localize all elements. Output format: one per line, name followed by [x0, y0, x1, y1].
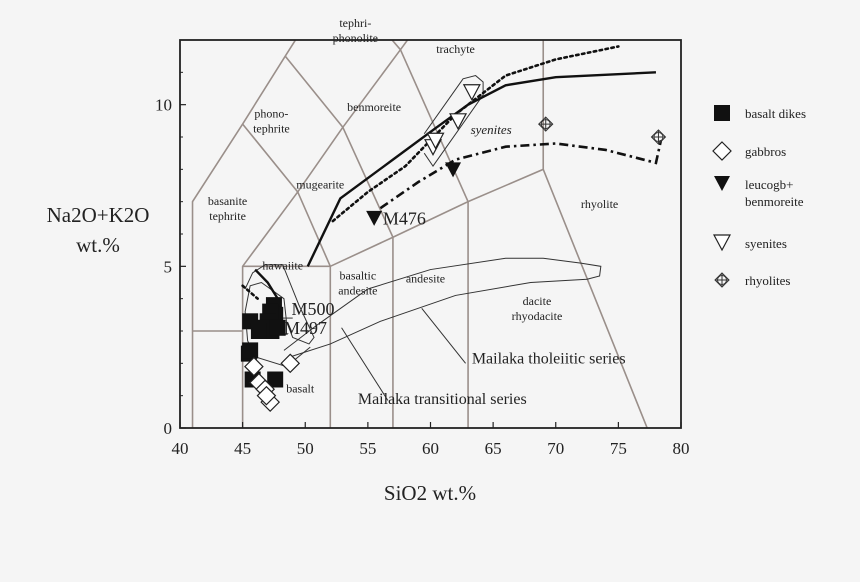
point-leucogb- — [445, 162, 462, 178]
trend-line-dotted — [241, 284, 259, 300]
tholeiitic-series-outline — [283, 257, 602, 358]
legend-label: benmoreite — [745, 194, 804, 209]
annotation-label: M497 — [284, 318, 327, 338]
trend-line-dashdot — [379, 139, 663, 210]
field-boundary-line — [297, 191, 332, 267]
point-basalt-dikes — [242, 342, 259, 359]
point-syenites — [462, 84, 481, 102]
legend-label: basalt dikes — [745, 106, 806, 121]
syenite-field-outline — [423, 75, 484, 167]
legend-marker — [714, 105, 730, 121]
field-label: basaltic — [340, 268, 377, 282]
field-label: benmoreite — [347, 100, 401, 114]
point-syenites — [426, 132, 445, 150]
point-basalt-dikes — [269, 319, 286, 336]
point-rhyolites — [538, 116, 554, 132]
legend-item: leucogb+ benmoreite — [714, 176, 804, 209]
legend-label: rhyolites — [745, 273, 791, 288]
field-boundary-line — [329, 168, 648, 428]
trend-line-dotted — [331, 45, 620, 223]
point-leucogb- — [366, 210, 383, 226]
legend-marker — [712, 141, 732, 161]
point-gabbros — [244, 356, 264, 377]
x-tick-label: 60 — [422, 439, 439, 458]
y-tick-label: 5 — [164, 257, 173, 276]
x-tick-label: 55 — [359, 439, 376, 458]
leader-line — [341, 327, 389, 401]
trend-line-solid — [254, 268, 279, 300]
y-axis-label-unit: wt.% — [76, 233, 120, 257]
field-boundary-line — [284, 55, 344, 128]
legend-label: leucogb+ — [745, 177, 793, 192]
y-tick-label: 10 — [155, 96, 172, 115]
x-tick-label: 50 — [297, 439, 314, 458]
field-label: trachyte — [436, 42, 475, 56]
y-tick-label: 0 — [164, 419, 173, 438]
annotation-label: Mailaka transitional series — [358, 391, 527, 408]
legend-item: basalt dikes — [714, 105, 806, 121]
point-syenites — [449, 113, 468, 131]
annotation-label: syenites — [471, 122, 512, 137]
field-label: hawaiite — [262, 259, 303, 273]
annotation-label: M476 — [383, 208, 426, 228]
legend-item: syenites — [713, 234, 787, 252]
cross — [715, 273, 729, 287]
data-points — [240, 84, 667, 412]
x-tick-label: 65 — [485, 439, 502, 458]
legend-marker — [714, 272, 730, 288]
point-rhyolites — [650, 129, 667, 145]
cross — [538, 117, 553, 132]
annotation-label: M500 — [291, 299, 334, 319]
field-label: phonolite — [333, 31, 378, 45]
legend-marker — [714, 176, 730, 191]
field-labels: tephri-phonolite trachyte phono-tephrite be… — [208, 16, 626, 408]
field-label: tephrite — [209, 209, 246, 223]
field-label: tephri- — [339, 16, 371, 30]
y-axis-label: Na2O+K2O — [47, 203, 150, 227]
legend: basalt dikes gabbros leucogb+ benmoreite sye… — [712, 105, 806, 288]
axes: SiO2 wt.% Na2O+K2O wt.% 40 45 50 55 60 65 70 75… — [47, 39, 690, 505]
annotation-label: Mailaka tholeiitic series — [472, 350, 626, 367]
x-tick-label: 45 — [234, 439, 251, 458]
x-tick-label: 70 — [547, 439, 564, 458]
field-boundary-line — [399, 49, 469, 202]
x-tick-label: 80 — [673, 439, 690, 458]
field-label: basanite — [208, 194, 247, 208]
field-label: rhyodacite — [512, 309, 563, 323]
field-boundaries — [191, 40, 648, 428]
field-label: phono- — [254, 107, 288, 121]
point-basalt-dikes — [250, 323, 267, 339]
legend-marker — [713, 234, 731, 252]
x-tick-label: 40 — [172, 439, 189, 458]
field-label: basalt — [286, 381, 315, 395]
field-label: tephrite — [253, 122, 290, 136]
field-label: andesite — [338, 283, 377, 297]
field-label: mugearite — [296, 178, 344, 192]
field-label: andesite — [406, 272, 445, 286]
x-tick-label: 75 — [610, 439, 627, 458]
legend-label: gabbros — [745, 144, 786, 159]
legend-label: syenites — [745, 236, 787, 251]
point-gabbros — [280, 353, 301, 374]
point-gabbros — [256, 385, 277, 406]
x-axis-label: SiO2 wt.% — [384, 481, 476, 505]
point-basalt-dikes — [267, 371, 284, 388]
leader-line — [421, 308, 466, 364]
cross — [651, 130, 666, 144]
series-outlines — [244, 75, 602, 401]
legend-item: rhyolites — [714, 272, 791, 288]
field-label: dacite — [523, 294, 552, 308]
legend-item: gabbros — [712, 141, 786, 161]
field-label: rhyolite — [581, 197, 618, 211]
field-boundary-line — [342, 126, 394, 238]
field-boundary-line — [242, 123, 299, 193]
